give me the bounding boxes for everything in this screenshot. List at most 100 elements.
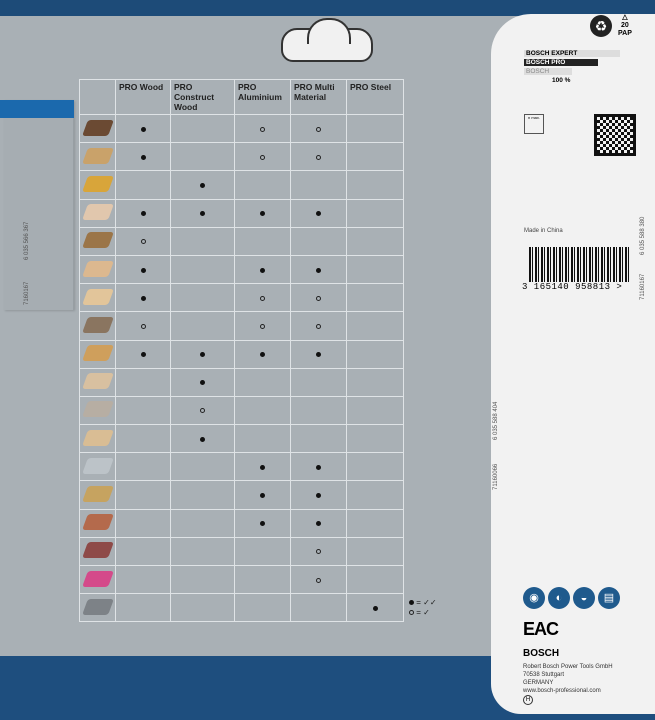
website-link[interactable]: www.bosch-professional.com [523, 688, 601, 694]
max-speed-gauge-icon: n max. [524, 114, 544, 134]
suitability-cell [290, 424, 347, 454]
suitability-cell [234, 226, 291, 256]
suitability-cell [346, 593, 404, 623]
column-header: PRO Steel [346, 79, 404, 115]
full-dot-icon [316, 352, 321, 358]
qr-code[interactable] [594, 114, 636, 156]
suitability-cell [346, 395, 404, 426]
suitability-cell [115, 480, 171, 510]
suitability-cell [290, 170, 347, 200]
suitability-cell [290, 113, 347, 144]
suitability-cell [170, 198, 235, 228]
full-dot-icon [260, 521, 265, 527]
ring-dot-icon [260, 154, 265, 160]
suitability-cell [290, 536, 347, 567]
material-image [81, 345, 114, 362]
material-cell [79, 254, 116, 285]
suitability-cell [115, 226, 171, 256]
suitability-cell [234, 254, 291, 285]
suitability-cell [346, 226, 404, 256]
suitability-cell [290, 339, 347, 369]
suitability-cell [170, 395, 235, 426]
material-image [81, 288, 114, 305]
table-row [79, 339, 404, 369]
suitability-cell [290, 367, 347, 397]
suitability-cell [290, 226, 347, 256]
suitability-cell [115, 198, 171, 228]
table-row [79, 593, 404, 623]
recycling-code: 20 [621, 22, 629, 29]
suitability-cell [170, 283, 235, 313]
suitability-cell [115, 395, 171, 426]
table-row [79, 367, 404, 397]
suitability-cell [115, 536, 171, 567]
table-row [79, 452, 404, 482]
left-flap: 6 035 566 367 7160167 [4, 100, 74, 310]
suitability-cell [234, 142, 291, 172]
table-row [79, 142, 404, 172]
material-cell [79, 508, 116, 538]
right-code-a: 6 035 588 380 [640, 216, 646, 255]
material-cell [79, 283, 116, 313]
suitability-cell [346, 452, 404, 482]
full-dot-icon [260, 464, 265, 470]
suitability-cell [234, 480, 291, 510]
brand-name: BOSCH [523, 648, 560, 659]
suitability-cell [290, 508, 347, 538]
suitability-cell [234, 170, 291, 200]
suitability-cell [290, 564, 347, 595]
material-cell [79, 593, 116, 623]
full-dot-icon [260, 267, 265, 273]
suitability-cell [115, 508, 171, 538]
address: Robert Bosch Power Tools GmbH 70538 Stut… [523, 663, 613, 695]
suitability-cell [290, 311, 347, 341]
bosch-armature-logo-icon: H [523, 695, 533, 705]
legend-full: = ✓✓ [416, 598, 437, 607]
suitability-cell [290, 198, 347, 228]
suitability-cell [290, 283, 347, 313]
ring-dot-icon [316, 154, 321, 160]
suitability-cell [170, 142, 235, 172]
middle-code-a: 6 035 588 404 [493, 401, 499, 440]
suitability-cell [346, 564, 404, 595]
rating-expert: BOSCH EXPERT [524, 50, 620, 57]
material-cell [79, 395, 116, 426]
suitability-cell [170, 170, 235, 200]
suitability-cell [346, 367, 404, 397]
green-dot-recycling-icon: ♻ [590, 15, 612, 37]
eac-mark: EAC [523, 619, 559, 639]
material-image [81, 429, 114, 446]
suitability-cell [115, 452, 171, 482]
ring-dot-icon [140, 323, 146, 329]
suitability-cell [234, 198, 291, 228]
material-image [81, 232, 114, 249]
suitability-cell [290, 480, 347, 510]
full-dot-icon [316, 493, 321, 499]
recycling-label: PAP [618, 30, 632, 37]
suitability-cell [115, 113, 171, 144]
suitability-cell [234, 508, 291, 538]
suitability-cell [346, 508, 404, 538]
suitability-cell [346, 424, 404, 454]
suitability-cell [115, 170, 171, 200]
suitability-cell [346, 311, 404, 341]
full-dot-icon [316, 521, 321, 527]
suitability-cell [170, 508, 235, 538]
eye-protection-icon: ◉ [523, 587, 545, 609]
suitability-cell [234, 452, 291, 482]
rating-pro: BOSCH PRO [524, 59, 598, 66]
suitability-cell [234, 424, 291, 454]
column-header: PRO Wood [115, 79, 171, 115]
suitability-cell [346, 283, 404, 313]
full-dot-icon [200, 211, 205, 217]
material-cell [79, 367, 116, 397]
material-cell [79, 452, 116, 482]
ring-dot-icon [260, 323, 265, 329]
suitability-cell [234, 367, 291, 397]
full-dot-icon [260, 352, 265, 358]
ring-dot-icon [316, 577, 321, 583]
column-header [79, 79, 116, 115]
hang-tab-hole [281, 18, 373, 62]
suitability-cell [170, 367, 235, 397]
material-cell [79, 198, 116, 228]
